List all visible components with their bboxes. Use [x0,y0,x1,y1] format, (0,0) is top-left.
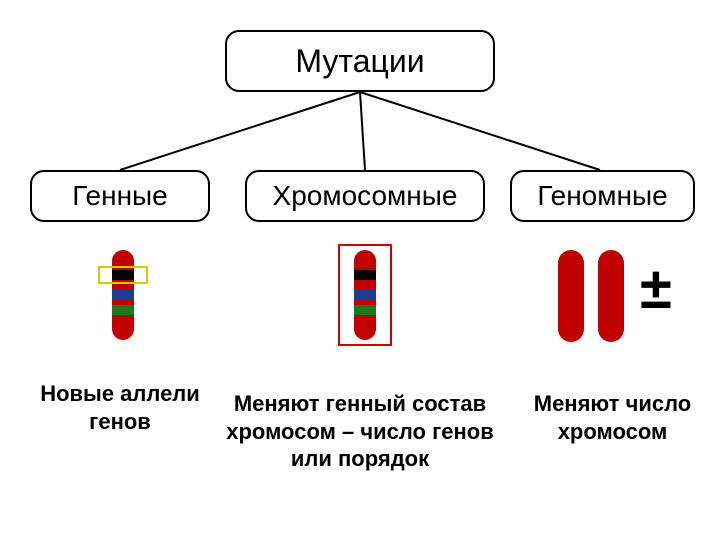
description-genomic-text: Меняют число хромосом [534,391,691,444]
category-box-gene: Генные [30,170,210,222]
category-label-genomic: Геномные [537,180,667,212]
description-genomic: Меняют число хромосом [515,390,710,445]
description-gene: Новые аллели генов [20,380,220,435]
diagram-canvas: Мутации Генные Хромосомные Геномные ± Но… [0,0,720,540]
plus-minus-symbol: ± [640,255,672,322]
chromosome-band [112,290,134,300]
chromosome-body [558,250,584,342]
chromosome-body [112,250,134,340]
category-label-gene: Генные [72,180,167,212]
highlight-box [338,244,392,346]
description-gene-text: Новые аллели генов [40,381,200,434]
plus-minus-text: ± [640,256,672,321]
chromosome-band [112,305,134,315]
highlight-box [98,266,148,284]
category-label-chromosomal: Хромосомные [273,180,458,212]
category-box-genomic: Геномные [510,170,695,222]
title-box: Мутации [225,30,495,92]
description-chromosomal-text: Меняют генный состав хромосом – число ге… [226,391,494,471]
category-box-chromosomal: Хромосомные [245,170,485,222]
description-chromosomal: Меняют генный состав хромосом – число ге… [210,390,510,473]
title-text: Мутации [295,43,424,80]
chromosome-body [598,250,624,342]
